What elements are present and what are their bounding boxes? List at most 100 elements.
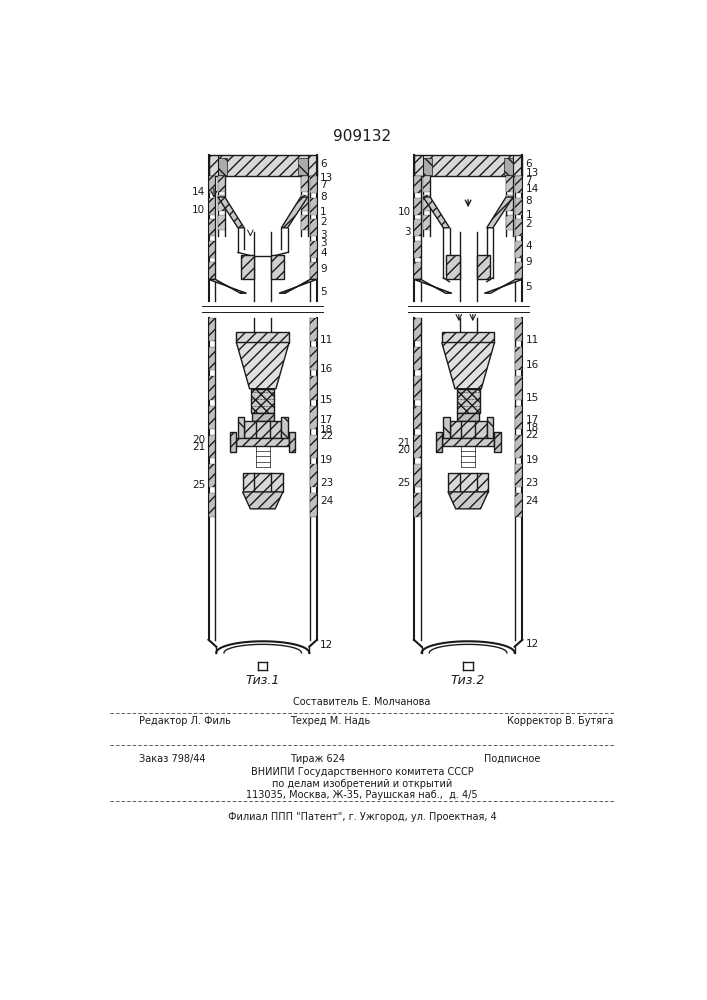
Polygon shape	[515, 318, 522, 341]
Polygon shape	[310, 435, 317, 458]
Text: 20: 20	[397, 445, 411, 455]
Polygon shape	[423, 197, 450, 228]
Polygon shape	[300, 215, 308, 230]
Polygon shape	[310, 464, 317, 487]
Polygon shape	[310, 347, 317, 370]
Polygon shape	[457, 389, 480, 413]
Text: 22: 22	[320, 431, 333, 441]
Text: 5: 5	[525, 282, 532, 292]
Text: Подписное: Подписное	[484, 754, 540, 764]
Text: 15: 15	[320, 395, 333, 405]
Polygon shape	[243, 492, 283, 509]
Text: 4: 4	[320, 248, 327, 258]
Text: 16: 16	[525, 360, 539, 370]
Polygon shape	[281, 197, 308, 228]
Polygon shape	[218, 176, 225, 192]
Polygon shape	[289, 432, 296, 452]
Polygon shape	[236, 332, 289, 343]
Polygon shape	[230, 432, 236, 452]
Polygon shape	[241, 255, 255, 279]
Polygon shape	[515, 219, 522, 236]
Polygon shape	[414, 241, 421, 258]
Polygon shape	[209, 493, 216, 517]
Polygon shape	[209, 464, 216, 487]
Text: 7: 7	[525, 176, 532, 186]
Text: 11: 11	[525, 335, 539, 345]
Polygon shape	[209, 347, 216, 370]
Text: Заказ 798/44: Заказ 798/44	[139, 754, 205, 764]
Polygon shape	[209, 406, 216, 429]
Polygon shape	[209, 176, 216, 193]
Polygon shape	[238, 417, 244, 442]
Polygon shape	[477, 255, 490, 279]
Polygon shape	[310, 219, 317, 236]
Polygon shape	[423, 176, 430, 192]
Polygon shape	[244, 421, 281, 438]
Text: 20: 20	[192, 435, 206, 445]
Polygon shape	[504, 158, 513, 175]
Text: ВНИИПИ Государственного комитета СССР: ВНИИПИ Государственного комитета СССР	[250, 767, 473, 777]
Text: 1: 1	[320, 207, 327, 217]
Text: 7: 7	[320, 180, 327, 190]
Polygon shape	[218, 215, 225, 230]
Text: 6: 6	[525, 159, 532, 169]
Text: 17: 17	[320, 415, 333, 425]
Polygon shape	[423, 158, 433, 175]
Text: 13: 13	[320, 173, 333, 183]
Text: 22: 22	[525, 430, 539, 440]
Text: 2: 2	[525, 219, 532, 229]
Polygon shape	[414, 318, 421, 341]
Polygon shape	[414, 262, 421, 279]
Polygon shape	[515, 241, 522, 258]
Text: Составитель Е. Молчанова: Составитель Е. Молчанова	[293, 697, 431, 707]
Polygon shape	[515, 176, 522, 193]
Polygon shape	[423, 195, 430, 211]
Text: 17: 17	[525, 415, 539, 425]
Polygon shape	[281, 417, 288, 442]
Text: 3: 3	[404, 227, 411, 237]
Text: 23: 23	[525, 478, 539, 488]
Polygon shape	[310, 176, 317, 193]
Text: Редактор Л. Филь: Редактор Л. Филь	[139, 716, 230, 726]
Polygon shape	[515, 376, 522, 400]
Text: 11: 11	[320, 335, 333, 345]
Text: 16: 16	[320, 364, 333, 374]
Text: 21: 21	[192, 442, 206, 452]
Polygon shape	[414, 176, 421, 193]
Polygon shape	[414, 219, 421, 236]
Polygon shape	[423, 215, 430, 230]
Polygon shape	[209, 241, 216, 258]
Polygon shape	[446, 255, 460, 279]
Polygon shape	[515, 198, 522, 215]
Text: 1: 1	[525, 210, 532, 220]
Text: 2: 2	[320, 217, 327, 227]
Text: 19: 19	[320, 455, 333, 465]
Text: 113035, Москва, Ж-35, Раушская наб.,  д. 4/5: 113035, Москва, Ж-35, Раушская наб., д. …	[246, 790, 478, 800]
Polygon shape	[442, 332, 494, 343]
Text: 18: 18	[525, 423, 539, 433]
Text: 13: 13	[525, 168, 539, 178]
Polygon shape	[209, 376, 216, 400]
Text: 3: 3	[320, 231, 327, 240]
Polygon shape	[515, 347, 522, 370]
Text: Τиз.1: Τиз.1	[245, 674, 280, 687]
Polygon shape	[310, 406, 317, 429]
Polygon shape	[414, 464, 421, 487]
Polygon shape	[271, 255, 284, 279]
Text: 24: 24	[525, 496, 539, 506]
Text: 25: 25	[397, 478, 411, 488]
Text: Филиал ППП "Патент", г. Ужгород, ул. Проектная, 4: Филиал ППП "Патент", г. Ужгород, ул. Про…	[228, 812, 496, 822]
Text: Тираж 624: Тираж 624	[290, 754, 345, 764]
Polygon shape	[209, 318, 216, 341]
Polygon shape	[443, 417, 450, 442]
Polygon shape	[515, 262, 522, 279]
Polygon shape	[236, 438, 289, 446]
Text: Техред М. Надь: Техред М. Надь	[290, 716, 370, 726]
Text: 8: 8	[525, 196, 532, 206]
Polygon shape	[436, 432, 442, 452]
Text: 9: 9	[320, 264, 327, 274]
Polygon shape	[506, 176, 513, 192]
Text: 10: 10	[397, 207, 411, 217]
Polygon shape	[515, 435, 522, 458]
Polygon shape	[506, 215, 513, 230]
